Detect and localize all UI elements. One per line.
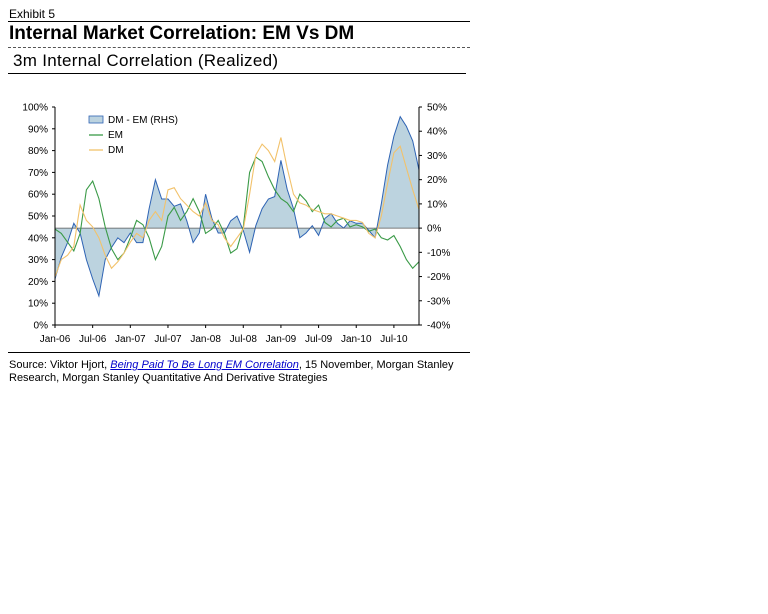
x-tick-label: Jul-07 [154,334,182,345]
x-tick-label: Jan-10 [341,334,372,345]
series-dm-em-line [54,115,420,298]
exhibit-label: Exhibit 5 [9,7,56,21]
legend-label-em: EM [108,130,123,141]
bottom-rule [8,352,470,353]
legend-swatch-dm-em [88,115,104,124]
x-tick-label: Jan-07 [115,334,146,345]
left-tick-label: 100% [22,103,48,114]
x-tick-label: Jul-08 [230,334,258,345]
source-prefix: Source: Viktor Hjort, [9,359,111,371]
chart-subtitle: 3m Internal Correlation (Realized) [13,51,279,70]
right-tick-label: -30% [427,296,450,307]
top-rule [8,21,470,22]
left-tick-label: 30% [28,255,48,266]
x-tick-label: Jan-06 [40,334,71,345]
x-tick-label: Jul-10 [380,334,408,345]
left-tick-label: 60% [28,190,48,201]
left-tick-label: 0% [34,321,49,332]
subtitle-rule [8,73,466,74]
series-dm-em-area [55,116,419,296]
legend-label-dm: DM [108,145,124,156]
correlation-chart: 0% 10% 20% 30% 40% 50% 60% 70% 80% 90% 100% -40% -30… [22,103,450,346]
plot-layer [54,115,420,298]
right-tick-label: 50% [427,103,447,114]
right-tick-label: 20% [427,175,447,186]
axis-layer: 0% 10% 20% 30% 40% 50% 60% 70% 80% 90% 100% -40% -30… [22,103,450,346]
left-tick-label: 20% [28,277,48,288]
right-tick-label: -20% [427,272,450,283]
x-tick-label: Jul-09 [305,334,333,345]
chart-title: Internal Market Correlation: EM Vs DM [9,23,355,44]
title-rule [8,47,470,48]
right-tick-label: -40% [427,321,450,332]
left-tick-label: 70% [28,168,48,179]
left-tick-label: 50% [28,212,48,223]
x-tick-label: Jan-09 [266,334,297,345]
legend: DM - EM (RHS) EM DM [88,115,178,156]
series-em-line [54,156,420,270]
left-tick-label: 40% [28,233,48,244]
series-dm-line [54,137,420,278]
left-tick-label: 10% [28,299,48,310]
right-tick-label: 10% [427,199,447,210]
left-tick-label: 80% [28,146,48,157]
source-suffix: , 15 November, Morgan Stanley Research, … [9,359,454,384]
right-tick-label: 0% [427,224,442,235]
right-tick-label: 30% [427,151,447,162]
legend-label-dm-em: DM - EM (RHS) [108,115,178,126]
right-tick-label: -10% [427,248,450,259]
source-note: Source: Viktor Hjort, Being Paid To Be L… [9,359,471,385]
source-link[interactable]: Being Paid To Be Long EM Correlation [110,359,299,371]
left-tick-label: 90% [28,124,48,135]
x-tick-label: Jan-08 [190,334,221,345]
right-tick-label: 40% [427,127,447,138]
x-tick-label: Jul-06 [79,334,107,345]
